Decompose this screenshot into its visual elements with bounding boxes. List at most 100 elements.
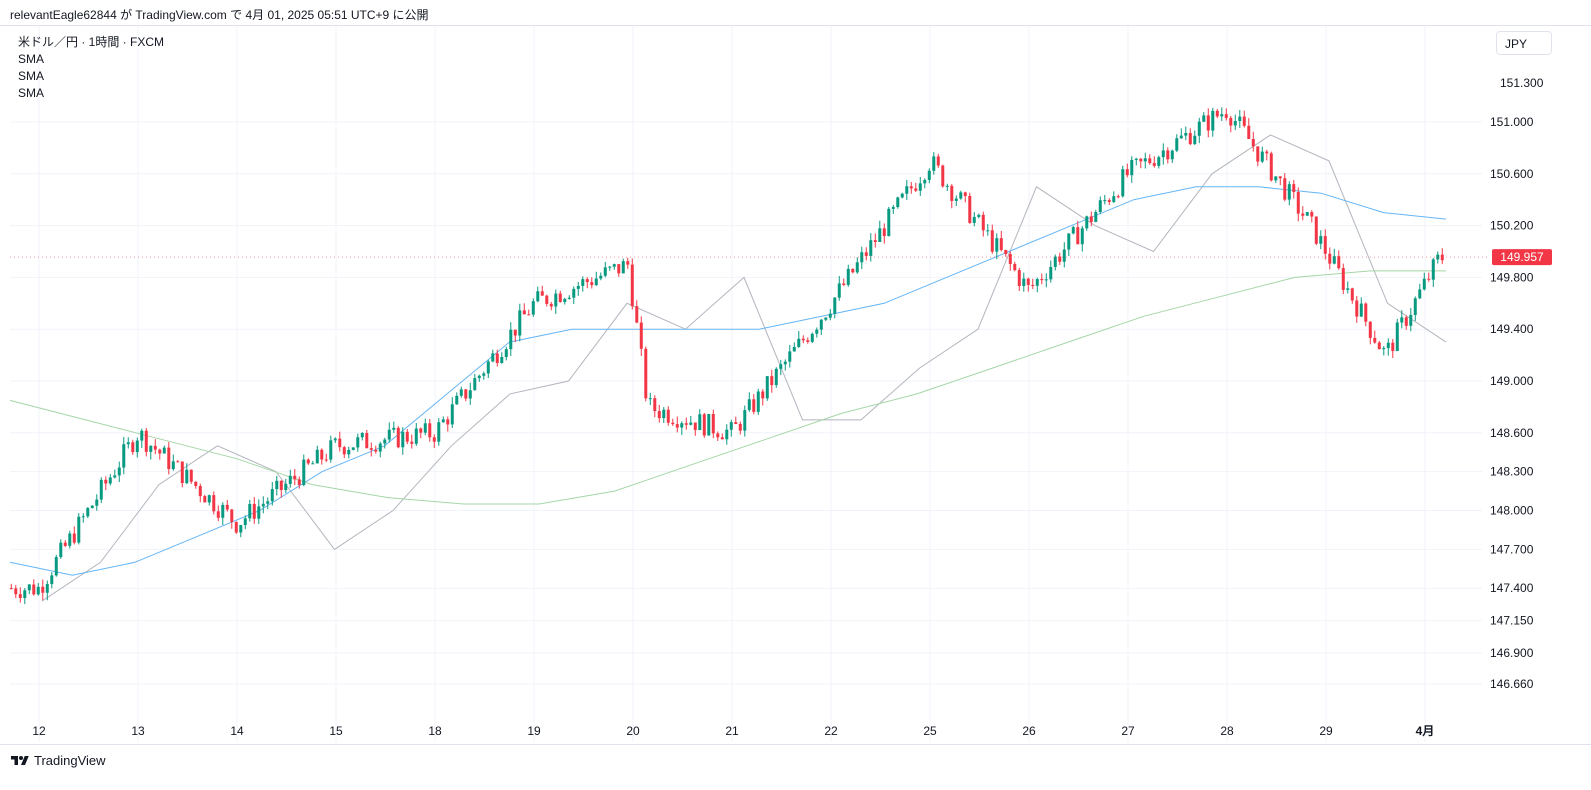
candle-body — [1224, 114, 1228, 118]
candle-body — [630, 264, 634, 307]
candle-body — [1418, 289, 1422, 299]
candle-body — [126, 442, 130, 445]
candle-body — [486, 361, 490, 374]
candle-body — [1121, 169, 1125, 197]
candle-body — [783, 361, 787, 365]
candle-body — [567, 297, 571, 299]
candle-body — [1170, 150, 1174, 160]
candle-body — [932, 156, 936, 171]
candle-body — [1364, 303, 1368, 322]
candle-body — [549, 303, 553, 307]
candle-body — [257, 506, 261, 519]
candle-body — [1206, 115, 1210, 131]
y-tick-label: 151.000 — [1490, 115, 1534, 129]
candle-body — [540, 291, 544, 296]
candle-body — [1242, 116, 1246, 126]
y-tick-label: 147.700 — [1490, 542, 1534, 556]
candle-body — [878, 228, 882, 242]
candle-body — [1143, 158, 1147, 162]
candle-body — [842, 283, 846, 285]
candle-body — [482, 373, 486, 376]
candle-body — [1130, 159, 1134, 176]
x-tick-label: 15 — [329, 724, 343, 738]
candle-body — [810, 333, 814, 342]
candle-body — [464, 389, 468, 399]
candle-body — [396, 427, 400, 448]
candle-body — [207, 495, 211, 503]
candle-body — [891, 207, 895, 209]
candle-body — [104, 479, 108, 484]
candle-body — [311, 463, 315, 465]
candle-body — [671, 422, 675, 425]
candle-body — [963, 192, 967, 196]
candle-body — [1391, 342, 1395, 352]
candle-body — [401, 431, 405, 448]
candle-body — [1139, 158, 1143, 162]
candle-body — [896, 197, 900, 208]
brand-footer[interactable]: TradingView — [10, 753, 106, 768]
candle-body — [1125, 169, 1129, 176]
sma-indicator-1[interactable]: SMA — [18, 52, 45, 66]
candle-body — [27, 584, 31, 591]
candle-body — [1431, 259, 1435, 280]
y-tick-label: 150.200 — [1490, 219, 1534, 233]
candle-body — [621, 261, 625, 274]
candle-body — [315, 449, 319, 464]
candle-body — [135, 440, 139, 453]
candle-body — [320, 449, 324, 460]
candle-body — [239, 525, 243, 533]
candle-body — [1422, 278, 1426, 290]
candle-body — [914, 188, 918, 191]
candle-body — [1238, 116, 1242, 122]
candle-body — [720, 437, 724, 440]
candle-body — [1085, 216, 1089, 229]
candle-body — [788, 351, 792, 362]
candle-body — [1229, 117, 1233, 126]
candle-body — [873, 240, 877, 242]
candle-body — [1274, 176, 1278, 181]
candle-body — [153, 445, 157, 450]
candle-body — [684, 423, 688, 425]
last-price-badge — [1492, 249, 1552, 266]
candle-body — [1193, 135, 1197, 145]
candle-body — [360, 432, 364, 438]
candle-body — [918, 183, 922, 191]
x-tick-label: 19 — [527, 724, 541, 738]
candle-body — [59, 542, 63, 558]
candle-body — [45, 584, 49, 593]
candle-body — [1107, 200, 1111, 203]
candle-body — [909, 186, 913, 189]
candle-body — [801, 338, 805, 341]
candle-body — [675, 424, 679, 428]
y-tick-label: 147.150 — [1490, 614, 1534, 628]
candle-body — [1287, 184, 1291, 200]
candle-body — [1233, 121, 1237, 126]
candle-body — [1197, 121, 1201, 136]
sma-indicator-2[interactable]: SMA — [18, 69, 45, 83]
candle-body — [680, 423, 684, 428]
candle-body — [225, 504, 229, 510]
x-tick-label: 21 — [725, 724, 739, 738]
chart-legend: 米ドル／円 · 1時間 · FXCM SMA SMA SMA — [18, 34, 164, 102]
candle-body — [216, 511, 220, 518]
sma-indicator-3[interactable]: SMA — [18, 86, 45, 100]
candle-body — [1251, 138, 1255, 147]
candle-body — [1044, 279, 1048, 281]
currency-button[interactable]: JPY — [1496, 31, 1552, 55]
candle-body — [990, 230, 994, 252]
candle-body — [585, 279, 589, 283]
y-tick-label: 149.000 — [1490, 374, 1534, 388]
candle-body — [378, 443, 382, 452]
y-tick-label: 150.600 — [1490, 167, 1534, 181]
candle-body — [1089, 216, 1093, 222]
symbol-title[interactable]: 米ドル／円 · 1時間 · FXCM — [18, 35, 164, 49]
x-tick-label: 26 — [1022, 724, 1036, 738]
candle-body — [252, 503, 256, 519]
candle-body — [446, 419, 450, 425]
candle-body — [108, 477, 112, 484]
candle-body — [423, 423, 427, 433]
candle-body — [1080, 228, 1084, 245]
candle-body — [203, 496, 207, 503]
candle-body — [729, 422, 733, 430]
